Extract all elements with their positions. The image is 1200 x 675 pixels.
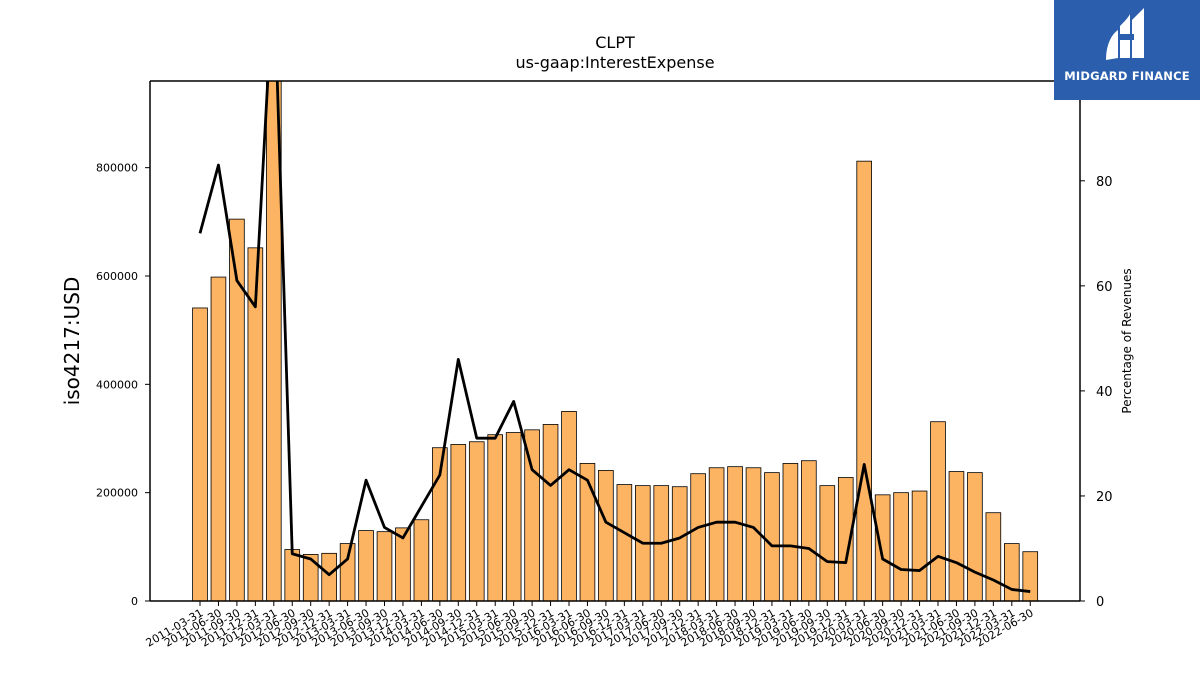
y-axis-label-left: iso4217:USD bbox=[60, 277, 84, 406]
bar bbox=[358, 530, 374, 602]
y-tick-label-right: 40 bbox=[1096, 385, 1113, 400]
bar bbox=[1004, 543, 1020, 602]
bar bbox=[727, 466, 743, 602]
chart-title: CLPT bbox=[595, 33, 635, 52]
bar bbox=[819, 485, 836, 602]
chart-subtitle: us-gaap:InterestExpense bbox=[515, 53, 714, 72]
bar bbox=[671, 486, 688, 602]
y-tick-label-left: 0 bbox=[131, 595, 138, 608]
bar bbox=[450, 444, 467, 602]
logo-mark-icon bbox=[1106, 8, 1144, 60]
bar bbox=[284, 549, 301, 602]
bars-layer bbox=[192, 80, 1039, 602]
bar bbox=[413, 519, 430, 602]
bar bbox=[874, 494, 891, 602]
bar bbox=[192, 307, 208, 602]
bar bbox=[561, 411, 577, 602]
bar bbox=[579, 463, 596, 602]
y-tick-label-left: 600000 bbox=[96, 270, 138, 283]
bar bbox=[893, 492, 909, 602]
bar bbox=[468, 441, 485, 602]
y-tick-label-left: 400000 bbox=[96, 378, 138, 391]
bar bbox=[930, 421, 946, 602]
bar bbox=[321, 552, 337, 602]
bar bbox=[764, 472, 780, 602]
bar bbox=[302, 554, 319, 602]
bar bbox=[967, 472, 983, 602]
revenue-percentage-line bbox=[198, 81, 1031, 593]
bar bbox=[487, 434, 503, 602]
logo-text: MIDGARD FINANCE bbox=[1064, 69, 1190, 83]
bar bbox=[1022, 551, 1039, 602]
bar bbox=[782, 463, 799, 602]
bar bbox=[598, 470, 614, 602]
bar bbox=[801, 460, 817, 602]
y-axis-label-right: Percentage of Revenues bbox=[1120, 268, 1134, 413]
y-tick-label-left: 200000 bbox=[96, 487, 138, 500]
y-tick-label-right: 20 bbox=[1096, 490, 1113, 505]
bar bbox=[616, 484, 633, 602]
bar bbox=[911, 490, 928, 602]
line-layer bbox=[198, 81, 1031, 593]
axes-layer: 02000004000006000008000000204060802011-0… bbox=[96, 80, 1113, 650]
bar bbox=[708, 467, 725, 602]
y-tick-label-right: 60 bbox=[1096, 280, 1113, 295]
bar bbox=[856, 160, 872, 602]
bar bbox=[690, 473, 706, 602]
y-tick-label-left: 800000 bbox=[96, 162, 138, 175]
bar bbox=[339, 543, 356, 602]
bar bbox=[376, 531, 393, 602]
y-tick-label-right: 0 bbox=[1096, 595, 1104, 610]
y-tick-label-right: 80 bbox=[1096, 175, 1113, 190]
bar bbox=[210, 276, 227, 602]
brand-logo: MIDGARD FINANCE bbox=[1054, 0, 1200, 100]
bar bbox=[542, 424, 559, 602]
bar bbox=[948, 471, 965, 602]
bar bbox=[505, 432, 522, 602]
bar bbox=[985, 512, 1002, 602]
